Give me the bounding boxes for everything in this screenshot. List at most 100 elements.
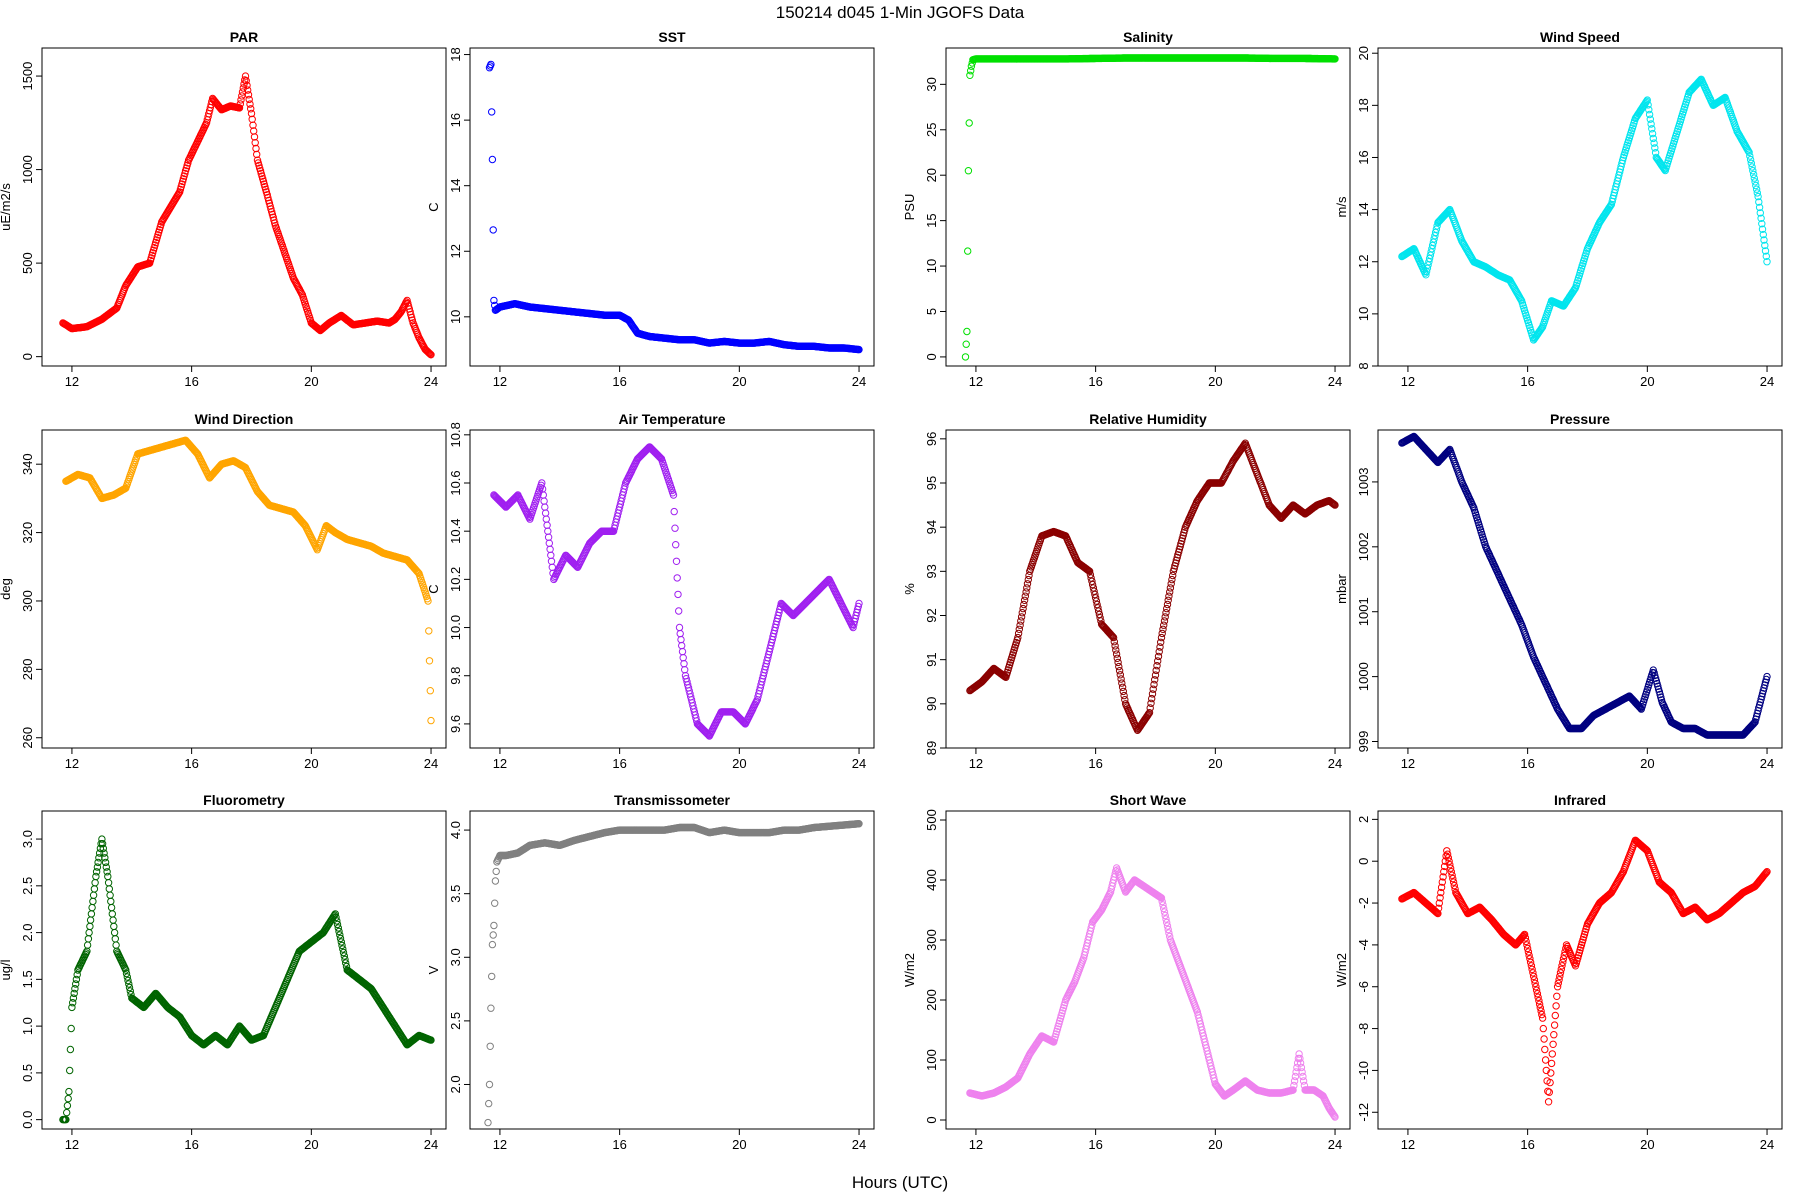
relative-humidity-y-tick-label: 89 [924, 741, 939, 755]
salinity-y-tick-label: 20 [924, 168, 939, 182]
par-x-tick-label: 24 [424, 374, 438, 389]
sst-data-point [489, 226, 497, 234]
pressure-x-tick-label: 12 [1401, 756, 1415, 771]
par-data-point [426, 350, 434, 358]
wind-speed-data-point [1755, 198, 1763, 206]
wind-direction-y-tick-label: 320 [20, 522, 35, 544]
par-data-point [241, 72, 250, 80]
par-y-tick-label: 1000 [20, 155, 35, 184]
salinity-plot-frame [945, 47, 1351, 367]
par-data-point [253, 150, 261, 159]
wind-speed-data-point [1644, 101, 1652, 109]
wind-speed-y-tick-label: 16 [1356, 150, 1371, 164]
wind-speed-y-tick-label: 12 [1356, 255, 1371, 269]
transmissometer-data-point [486, 1042, 494, 1051]
wind-speed-data-point [1649, 134, 1658, 143]
wind-speed-data-point [1749, 167, 1757, 175]
salinity-title: Salinity [1123, 29, 1173, 45]
salinity-data-point [963, 327, 971, 336]
par-y-tick-label: 500 [20, 252, 35, 274]
wind-speed-data-point [1753, 189, 1762, 197]
fluorometry-data-point [107, 897, 115, 906]
wind-speed-x-tick-label: 12 [1401, 374, 1415, 389]
air-temperature-data-point [677, 635, 685, 644]
wind-direction-data-point [425, 627, 433, 635]
wind-speed-y-tick-label: 8 [1356, 362, 1371, 369]
wind-speed-data-point [1763, 258, 1771, 266]
wind-speed-data-point [1754, 192, 1762, 201]
air-temperature-data-point [543, 521, 551, 529]
relative-humidity-title: Relative Humidity [1089, 411, 1207, 427]
relative-humidity-y-tick-label: 95 [924, 476, 939, 490]
par-data-point [236, 100, 245, 108]
wind-speed-data-point [1758, 225, 1767, 233]
wind-speed-data-point [1752, 181, 1760, 190]
fluorometry-data-point [84, 935, 93, 943]
air-temperature-data-point [541, 503, 549, 511]
fluorometry-data-point [67, 1024, 75, 1033]
fluorometry-y-axis-label: ug/l [0, 959, 13, 980]
air-temperature-data-point [545, 539, 553, 547]
sst-y-tick-label: 14 [448, 178, 463, 192]
transmissometer-data-point [488, 940, 497, 949]
air-temperature-data-point [671, 524, 679, 532]
sst-data-point [488, 155, 497, 164]
par-data-point [402, 298, 410, 306]
wind-speed-data-point [1745, 148, 1753, 157]
air-temperature-data-point [670, 507, 678, 516]
relative-humidity-y-tick-label: 92 [924, 608, 939, 622]
fluorometry-data-point [109, 916, 117, 924]
fluorometry-y-tick-label: 2.5 [20, 877, 35, 895]
fluorometry-title: Fluorometry [203, 792, 285, 808]
wind-direction-series [62, 436, 435, 725]
par-data-point [425, 349, 434, 358]
transmissometer-data-point [485, 1080, 494, 1089]
sst-y-tick-label: 16 [448, 113, 463, 127]
air-temperature-data-point [678, 641, 686, 650]
wind-speed-series [1398, 75, 1771, 344]
transmissometer-data-point [485, 1099, 493, 1108]
par-data-point [245, 95, 253, 104]
relative-humidity-series [966, 439, 1339, 734]
sst-data-point [488, 108, 496, 116]
air-temperature-series [490, 443, 863, 740]
air-temperature-data-point [673, 574, 681, 582]
air-temperature-data-point [672, 541, 680, 549]
par-data-point [243, 81, 251, 90]
air-temperature-y-tick-label: 9.8 [448, 667, 463, 685]
sst-x-tick-label: 24 [852, 374, 866, 389]
par-x-tick-label: 20 [304, 374, 318, 389]
relative-humidity-x-tick-label: 24 [1328, 756, 1342, 771]
sst-y-axis-label: C [426, 202, 441, 211]
wind-direction-y-axis-label: deg [0, 578, 13, 600]
transmissometer-data-point [484, 1118, 492, 1127]
salinity-x-tick-label: 16 [1088, 374, 1102, 389]
wind-speed-data-point [1427, 248, 1435, 256]
fluorometry-data-point [86, 916, 95, 924]
wind-direction-y-tick-label: 260 [20, 727, 35, 749]
relative-humidity-x-tick-label: 12 [969, 756, 983, 771]
sst-plot-frame [469, 47, 875, 367]
fluorometry-data-point [87, 910, 96, 918]
par-plot-frame [41, 47, 447, 367]
pressure-x-tick-label: 16 [1520, 756, 1534, 771]
sst-title: SST [658, 29, 686, 45]
pressure-y-tick-label: 1002 [1356, 532, 1371, 561]
pressure-x-tick-label: 20 [1640, 756, 1654, 771]
air-temperature-data-point [674, 590, 682, 599]
wind-speed-data-point [1756, 209, 1765, 217]
par-y-axis-label: uE/m2/s [0, 183, 13, 231]
fluorometry-y-tick-label: 0.0 [20, 1111, 35, 1129]
fluorometry-data-point [107, 903, 116, 912]
relative-humidity-y-tick-label: 90 [924, 697, 939, 711]
par-data-point [238, 88, 247, 96]
wind-speed-data-point [1748, 163, 1756, 171]
salinity-y-tick-label: 0 [924, 353, 939, 360]
pressure-y-tick-label: 1003 [1356, 467, 1371, 496]
par-data-point [271, 219, 279, 227]
wind-direction-x-tick-label: 16 [184, 756, 198, 771]
wind-speed-data-point [1647, 120, 1655, 128]
sst-data-point [855, 345, 863, 354]
wind-direction-data-point [425, 657, 434, 665]
